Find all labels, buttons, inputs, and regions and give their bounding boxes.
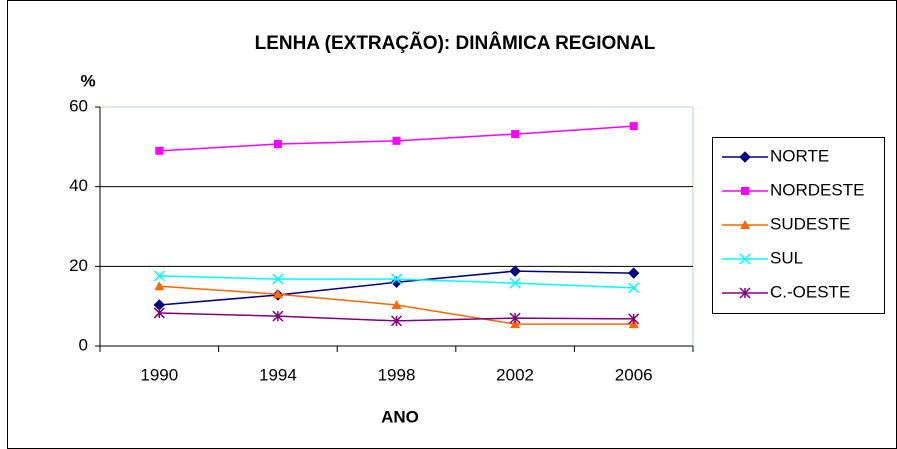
y-tick-label: 60 [69,96,88,115]
y-tick-label: 0 [79,335,88,354]
marker [153,270,165,282]
marker [272,310,284,322]
marker [272,273,284,285]
marker [627,267,640,279]
marker [273,140,282,149]
legend-marker [739,253,751,265]
x-axis-label: ANO [381,407,419,426]
legend-marker [739,151,751,163]
x-tick-label: 1994 [259,365,297,384]
marker [628,282,640,294]
legend-label: SUDESTE [770,214,850,233]
series-line [159,270,634,306]
marker [155,146,164,155]
marker [153,307,165,319]
marker [392,136,401,145]
marker [509,277,521,289]
y-tick-label: 20 [69,256,88,275]
chart-title: LENHA (EXTRAÇÃO): DINÂMICA REGIONAL [255,32,656,54]
legend-label: C.-OESTE [770,282,850,301]
marker [510,319,521,329]
marker [390,273,403,285]
x-tick-label: 2006 [615,365,653,384]
marker [628,313,640,325]
legend-label: NORDESTE [770,180,864,199]
marker [629,122,638,131]
legend-marker [739,287,751,299]
marker [390,315,403,327]
legend-marker [740,220,750,229]
y-tick-label: 40 [69,176,88,195]
x-tick-label: 2002 [496,365,534,384]
marker [509,312,521,324]
marker [511,130,520,139]
legend-label: NORTE [770,146,829,165]
marker [391,299,402,309]
y-axis-label: % [80,71,95,90]
legend-label: SUL [770,248,803,267]
x-tick-label: 1998 [378,365,416,384]
x-tick-label: 1990 [140,365,178,384]
marker [154,281,165,291]
marker [509,265,521,277]
marker [272,289,283,299]
legend-marker [741,187,749,195]
